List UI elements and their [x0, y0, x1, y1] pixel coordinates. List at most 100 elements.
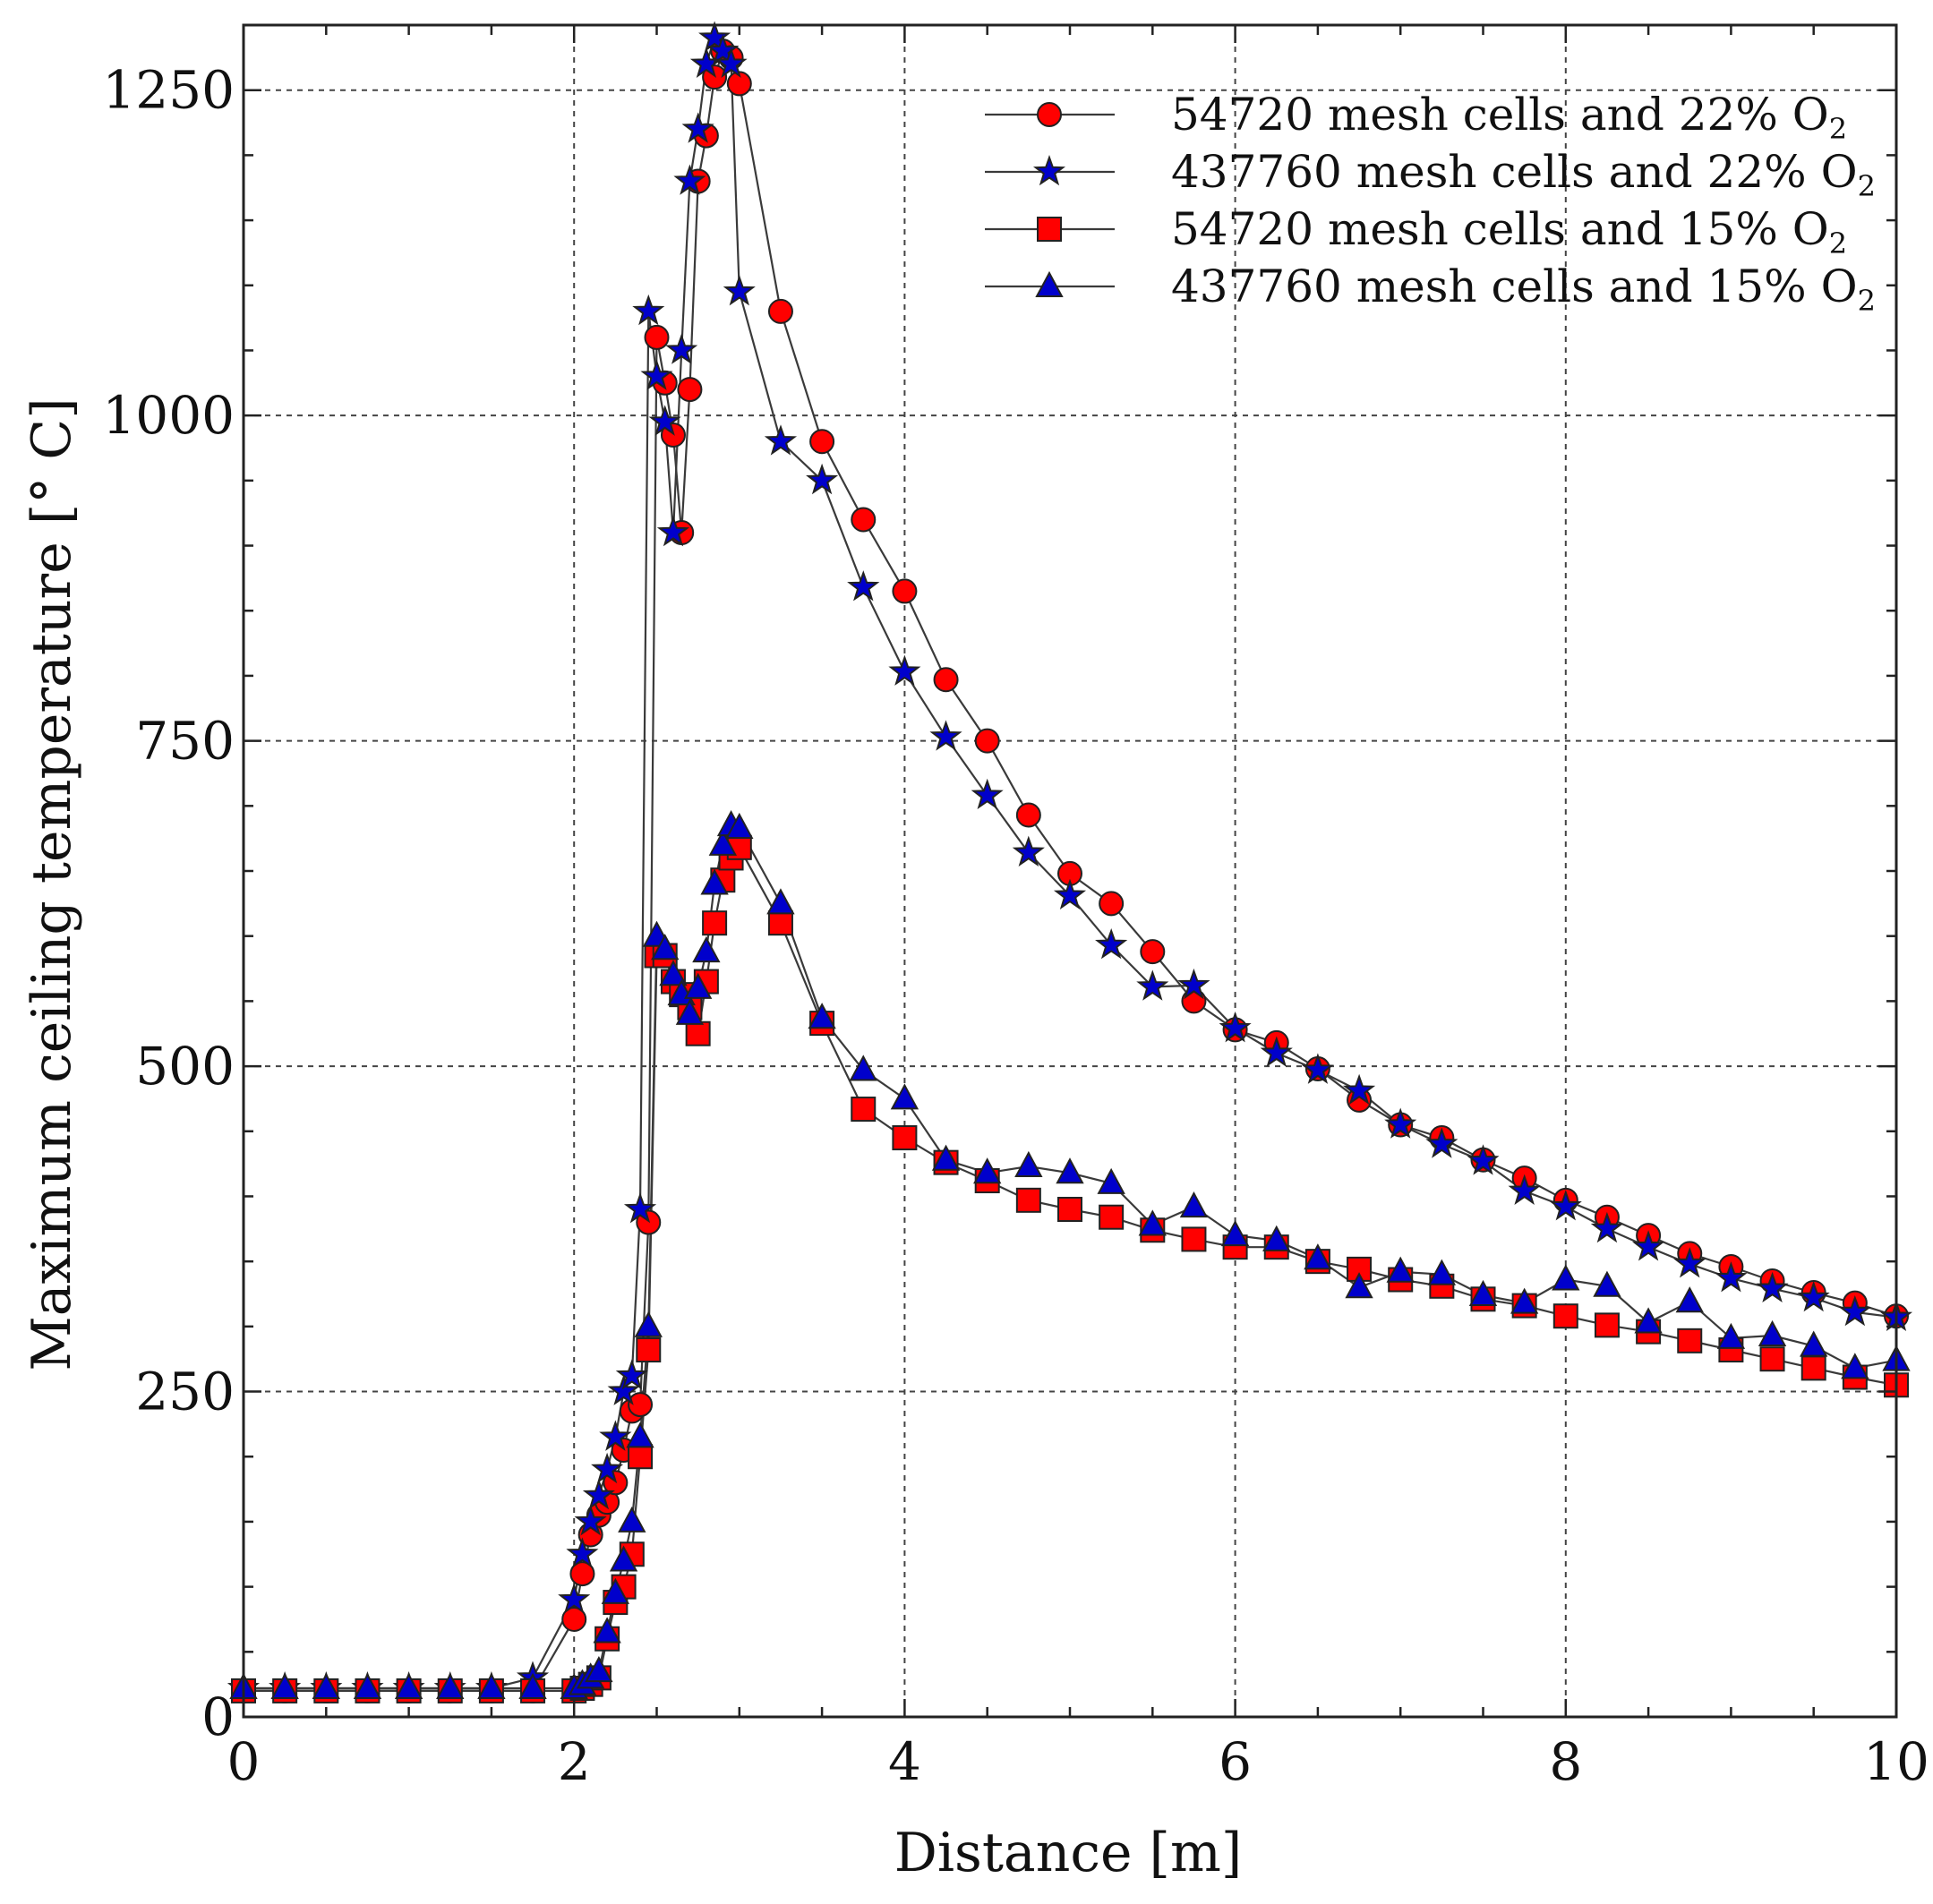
data-point-square — [767, 910, 793, 936]
data-point-triangle — [708, 829, 738, 856]
legend-item: 437760 mesh cells and 22% O2 — [985, 146, 1876, 203]
series-markers — [227, 21, 1913, 1703]
data-point-triangle — [477, 1672, 506, 1700]
data-point-triangle — [659, 960, 688, 986]
data-point-star — [1095, 927, 1128, 960]
data-point-square — [1057, 1197, 1082, 1222]
data-point-star — [1219, 1011, 1252, 1043]
y-tick-label: 250 — [135, 1362, 235, 1422]
data-point-square — [1677, 1328, 1703, 1353]
legend-label-subscript: 2 — [1829, 226, 1847, 260]
data-point-star — [1342, 1073, 1376, 1106]
data-point-triangle — [683, 972, 713, 999]
data-point-star — [698, 21, 731, 52]
data-point-triangle — [808, 1003, 836, 1029]
data-point-triangle — [1386, 1256, 1415, 1283]
data-point-triangle — [849, 1054, 877, 1081]
data-point-star — [1177, 968, 1210, 1000]
legend-marker-star — [1032, 155, 1066, 186]
data-point-circle — [1015, 802, 1041, 828]
data-point-triangle — [766, 888, 795, 915]
legend-label-text: 54720 mesh cells and 15% O — [1171, 203, 1829, 255]
x-axis-label: Distance [m] — [894, 1822, 1243, 1884]
data-point-triangle — [626, 1422, 654, 1448]
data-point-star — [1260, 1036, 1293, 1067]
data-point-triangle — [1345, 1272, 1373, 1299]
data-point-triangle — [700, 868, 729, 895]
data-point-square — [628, 1444, 654, 1470]
data-point-triangle — [618, 1506, 646, 1533]
data-point-star — [1136, 969, 1169, 1001]
data-point-triangle — [353, 1672, 382, 1700]
data-point-circle — [569, 1561, 595, 1587]
data-point-star — [599, 1420, 632, 1451]
data-point-star — [1673, 1247, 1706, 1278]
data-point-triangle — [312, 1672, 340, 1700]
data-point-triangle — [1552, 1264, 1580, 1291]
data-point-circle — [677, 377, 703, 403]
data-point-star — [623, 1192, 657, 1224]
data-point-star — [1715, 1261, 1748, 1293]
data-point-circle — [933, 667, 959, 693]
data-point-triangle — [1097, 1167, 1125, 1194]
data-point-star — [1508, 1174, 1541, 1206]
legend-label: 437760 mesh cells and 22% O2 — [1171, 146, 1876, 203]
data-point-square — [685, 1020, 711, 1046]
legend-item: 437760 mesh cells and 15% O2 — [985, 260, 1876, 318]
y-axis-label: Maximum ceiling temperature [° C] — [21, 397, 83, 1370]
x-tick-label: 8 — [1549, 1731, 1582, 1792]
legend-item: 54720 mesh cells and 15% O2 — [985, 203, 1847, 260]
data-point-star — [1301, 1053, 1334, 1084]
x-tick-label: 4 — [888, 1731, 921, 1792]
data-point-star — [706, 34, 740, 65]
data-point-triangle — [1510, 1287, 1539, 1314]
legend-marker-square — [1037, 217, 1062, 242]
data-point-square — [1181, 1226, 1207, 1252]
legend-marker-triangle — [1035, 270, 1064, 297]
legend-label-text: 54720 mesh cells and 22% O — [1171, 89, 1829, 141]
data-point-star — [888, 654, 921, 686]
data-point-star — [1797, 1280, 1830, 1312]
data-point-square — [1552, 1303, 1578, 1329]
data-point-triangle — [601, 1577, 630, 1604]
data-point-star — [615, 1359, 648, 1390]
legend-marker-circle — [1037, 102, 1062, 127]
data-point-triangle — [1138, 1209, 1167, 1236]
data-point-star — [764, 424, 798, 456]
x-tick-labels: 0 2 4 6 8 10 — [227, 1731, 1929, 1792]
data-point-square — [702, 910, 728, 936]
data-point-triangle — [1758, 1319, 1787, 1347]
data-point-triangle — [634, 1311, 663, 1337]
data-point-star — [648, 405, 681, 436]
y-tick-label: 500 — [135, 1036, 235, 1097]
data-point-star — [1756, 1271, 1789, 1303]
data-point-triangle — [1179, 1191, 1209, 1218]
data-point-triangle — [1056, 1157, 1084, 1184]
data-point-star — [665, 333, 698, 364]
legend-label-subscript: 2 — [1858, 284, 1876, 318]
data-point-star — [591, 1452, 624, 1484]
data-point-star — [574, 1504, 607, 1536]
data-point-triangle — [1593, 1270, 1621, 1297]
data-point-circle — [767, 298, 793, 324]
data-point-triangle — [518, 1672, 547, 1700]
data-point-triangle — [593, 1617, 621, 1644]
y-tick-labels: 0 250 500 750 1000 1250 — [102, 60, 235, 1747]
data-point-circle — [974, 728, 1000, 754]
data-point-star — [714, 47, 748, 79]
data-point-square — [1800, 1355, 1826, 1381]
data-point-triangle — [1800, 1330, 1828, 1357]
data-point-triangle — [1014, 1150, 1043, 1178]
legend-label: 54720 mesh cells and 22% O2 — [1171, 89, 1847, 146]
data-point-square — [1594, 1312, 1620, 1338]
data-point-circle — [644, 324, 670, 350]
data-point-triangle — [1304, 1243, 1332, 1270]
y-tick-label: 1250 — [102, 60, 235, 121]
data-point-star — [632, 294, 665, 326]
tick-marks — [242, 23, 1898, 1719]
legend-label: 437760 mesh cells and 15% O2 — [1171, 260, 1876, 318]
data-point-circle — [809, 429, 835, 455]
